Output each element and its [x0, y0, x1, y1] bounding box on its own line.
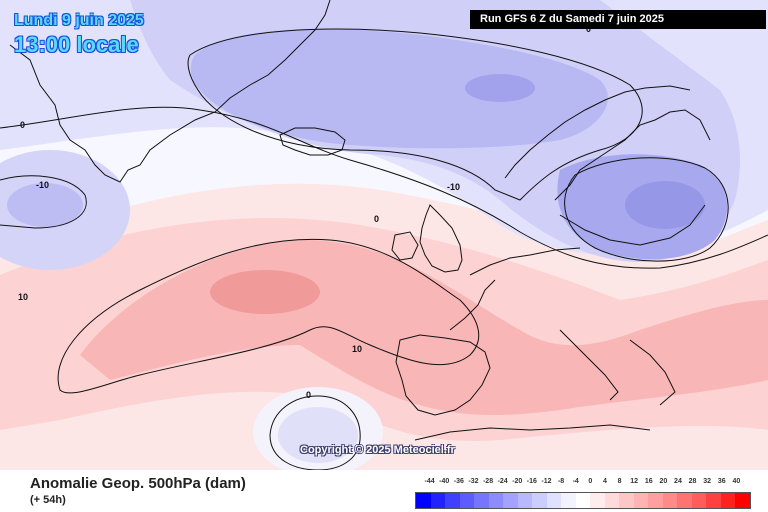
contours: [0, 28, 768, 470]
contour-label: -10: [447, 182, 460, 192]
contour-label: 0: [374, 214, 379, 224]
legend-swatch: [590, 493, 605, 508]
map-title: Anomalie Geop. 500hPa (dam): [30, 475, 246, 492]
legend-swatch: [662, 493, 678, 508]
forecast-offset: (+ 54h): [30, 494, 66, 506]
italy-coast: [559, 329, 619, 401]
legend-tick-label: 28: [688, 478, 697, 485]
legend-tick-label: -16: [526, 478, 537, 485]
france-coast: [449, 279, 496, 331]
legend-tick-label: 8: [617, 478, 622, 485]
legend-swatch: [546, 493, 562, 508]
contour-label: 0: [306, 390, 311, 400]
legend-swatch: [720, 493, 736, 508]
legend-swatch: [517, 493, 533, 508]
legend-swatch: [633, 493, 649, 508]
legend-swatch: [532, 493, 547, 508]
contour-labels: 0 -10 -10 0 10 10 0 0: [18, 24, 591, 400]
iberia-coast: [395, 334, 491, 416]
legend-swatch: [648, 493, 663, 508]
negative-anomaly-max-iceland: [465, 74, 535, 102]
legend-swatch: [691, 493, 707, 508]
norway-coast: [504, 85, 691, 179]
contour-label: 10: [18, 292, 28, 302]
legend-tick-label: -12: [541, 478, 552, 485]
legend-swatch: [474, 493, 489, 508]
negative-anomaly-southwest-core: [278, 407, 358, 463]
negative-anomaly-core-iceland: [190, 29, 608, 149]
legend-tick-label: 24: [674, 478, 682, 485]
legend-tick-label: -24: [497, 478, 508, 485]
legend-tick-label: 36: [717, 478, 726, 485]
contour-label: -10: [36, 180, 49, 190]
legend-swatch: [445, 493, 460, 508]
legend-swatch: [735, 493, 750, 508]
contour-plus10: [57, 238, 480, 394]
legend-swatch: [706, 493, 721, 508]
color-legend: -44 -40 -36 -32 -28 -24 -20 -16 -12 -8 -4 0 4 8 12 16 20…: [415, 478, 751, 509]
legend-swatch: [459, 493, 475, 508]
copyright-notice: Copyright © 2025 Meteociel.fr: [300, 444, 455, 456]
anomaly-map: 0 -10 -10 0 10 10 0 0: [0, 0, 768, 470]
legend-tick-label: -40: [439, 478, 450, 485]
contour-label: 10: [352, 344, 362, 354]
legend-swatch: [575, 493, 591, 508]
legend-tick-label: 40: [732, 478, 741, 485]
baltic-coast: [559, 204, 706, 246]
legend-swatch: [677, 493, 692, 508]
legend-swatch: [416, 493, 431, 508]
legend-swatch: [430, 493, 446, 508]
legend-tick-label: -36: [453, 478, 464, 485]
legend-tick-label: 0: [588, 478, 593, 485]
contour-minus10-baltic: [564, 157, 729, 262]
legend-tick-label: -28: [482, 478, 494, 485]
legend-tick-label: 12: [630, 478, 639, 485]
legend-tick-label: -8: [557, 478, 565, 485]
legend-swatch: [488, 493, 504, 508]
legend-swatch: [604, 493, 620, 508]
legend-color-bar: [415, 492, 751, 509]
legend-tick-label: -32: [468, 478, 479, 485]
contour-label: 0: [586, 24, 591, 34]
contour-label: 0: [20, 120, 25, 130]
legend-tick-labels: -44 -40 -36 -32 -28 -24 -20 -16 -12 -8 -4 0 4 8 12 16 20…: [415, 478, 751, 490]
legend-tick-label: -20: [512, 478, 523, 485]
legend-swatch: [561, 493, 576, 508]
run-info-banner: Run GFS 6 Z du Samedi 7 juin 2025: [470, 10, 766, 29]
legend-swatch: [503, 493, 518, 508]
legend-tick-label: 16: [644, 478, 653, 485]
legend-tick-label: 4: [602, 478, 607, 485]
contour-minus10-iceland: [187, 28, 643, 201]
legend-tick-label: 32: [703, 478, 712, 485]
negative-anomaly-max-baltic: [625, 181, 705, 229]
contour-zero-southwest: [269, 395, 361, 470]
legend-tick-label: -44: [424, 478, 435, 485]
north-africa-coast: [414, 424, 651, 441]
contour-zero-north: [0, 106, 768, 269]
positive-anomaly-max: [210, 270, 320, 314]
negative-anomaly-labrador-core: [7, 183, 83, 227]
greenland-coast: [9, 0, 331, 183]
forecast-date: Lundi 9 juin 2025: [14, 12, 144, 29]
legend-swatch: [619, 493, 634, 508]
legend-tick-label: 20: [659, 478, 668, 485]
balkans-coast: [629, 339, 676, 406]
continental-coast: [469, 247, 581, 276]
contour-minus10-labrador: [0, 175, 87, 229]
forecast-time: 13:00 locale: [14, 32, 139, 57]
legend-tick-label: -4: [572, 478, 579, 485]
british-isles: [391, 204, 463, 273]
